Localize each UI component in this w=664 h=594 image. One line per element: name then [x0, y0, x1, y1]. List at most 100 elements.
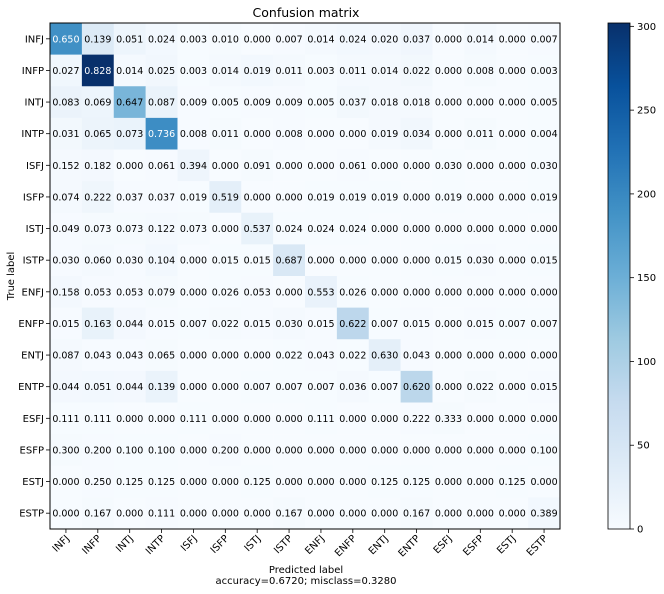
cell-value-label: 0.647 — [116, 98, 143, 109]
matrix-cell — [464, 181, 497, 214]
cell-value-label: 0.389 — [530, 509, 557, 520]
matrix-cell — [464, 497, 497, 530]
matrix-cell — [496, 434, 529, 467]
cell-value-label: 0.167 — [275, 509, 302, 520]
cell-value-label: 0.000 — [275, 192, 302, 203]
matrix-cell — [241, 307, 274, 340]
matrix-cell — [368, 181, 401, 214]
matrix-cell — [528, 434, 561, 467]
matrix-cell — [464, 54, 497, 87]
colorbar — [607, 22, 631, 530]
matrix-cell — [368, 465, 401, 498]
matrix-cell — [368, 402, 401, 435]
matrix-cell — [400, 276, 433, 308]
cell-value-label: 0.000 — [339, 256, 366, 267]
cell-value-label: 0.000 — [339, 414, 366, 425]
cell-value-label: 0.222 — [403, 414, 430, 425]
matrix-cell — [113, 54, 146, 87]
matrix-cell — [209, 434, 242, 467]
cell-value-label: 0.000 — [180, 256, 207, 267]
cell-value-label: 0.125 — [403, 477, 430, 488]
matrix-cell — [305, 307, 338, 340]
cell-value-label: 0.037 — [403, 34, 430, 45]
matrix-cell — [145, 402, 178, 435]
cell-value-label: 0.014 — [212, 66, 239, 77]
y-tick-label: ENTP — [18, 382, 44, 393]
matrix-cell — [113, 339, 146, 372]
matrix-cell — [241, 465, 274, 498]
matrix-cell — [368, 276, 401, 308]
cell-value-label: 0.000 — [499, 161, 526, 172]
y-tick-label: INTJ — [25, 98, 45, 109]
matrix-cell — [305, 497, 338, 530]
cell-value-label: 0.000 — [499, 129, 526, 140]
cell-value-label: 0.537 — [244, 224, 271, 235]
cell-value-label: 0.015 — [530, 256, 557, 267]
matrix-cell — [400, 339, 433, 372]
cell-value-label: 0.000 — [180, 351, 207, 362]
matrix-cell — [209, 307, 242, 340]
matrix-cell — [368, 434, 401, 467]
cell-value-label: 0.010 — [212, 34, 239, 45]
cell-value-label: 0.007 — [530, 319, 557, 330]
cell-value-label: 0.069 — [84, 98, 111, 109]
matrix-cell — [528, 23, 561, 55]
colorbar-tick-label: 250 — [637, 106, 656, 117]
cell-value-label: 0.125 — [244, 477, 271, 488]
cell-value-label: 0.011 — [467, 129, 494, 140]
cell-value-label: 0.007 — [180, 319, 207, 330]
matrix-cell — [273, 434, 306, 467]
matrix-cell — [528, 117, 561, 150]
matrix-cell — [400, 212, 433, 245]
matrix-cell — [432, 181, 465, 214]
matrix-cell — [241, 23, 274, 55]
matrix-cell — [400, 23, 433, 55]
cell-value-label: 0.000 — [530, 287, 557, 298]
matrix-cell — [368, 86, 401, 119]
matrix-cell — [177, 86, 210, 119]
matrix-cell — [528, 465, 561, 498]
cell-value-label: 0.014 — [371, 66, 398, 77]
matrix-cell — [336, 497, 370, 530]
matrix-cell — [241, 181, 274, 214]
cell-value-label: 0.000 — [180, 287, 207, 298]
matrix-cell — [496, 149, 529, 182]
matrix-cell — [432, 212, 465, 245]
cell-value-label: 0.083 — [52, 98, 79, 109]
colorbar-tick-label: 300 — [637, 22, 656, 33]
cell-value-label: 0.000 — [499, 351, 526, 362]
matrix-cell — [50, 402, 83, 435]
cell-value-label: 0.167 — [84, 509, 111, 520]
matrix-cell — [496, 339, 529, 372]
cell-value-label: 0.074 — [52, 192, 79, 203]
matrix-cell — [241, 370, 274, 403]
cell-value-label: 0.000 — [307, 477, 334, 488]
accuracy-footer: accuracy=0.6720; misclass=0.3280 — [216, 576, 397, 587]
colorbar-tick-label: 0 — [637, 525, 643, 536]
cell-value-label: 0.000 — [499, 382, 526, 393]
matrix-cell — [496, 497, 529, 530]
cell-value-label: 0.079 — [148, 287, 175, 298]
cell-value-label: 0.000 — [403, 224, 430, 235]
cell-value-label: 0.000 — [244, 129, 271, 140]
matrix-cell — [113, 149, 146, 182]
cell-value-label: 0.000 — [371, 287, 398, 298]
cell-value-label: 0.051 — [84, 382, 111, 393]
cell-value-label: 0.687 — [275, 256, 302, 267]
cell-value-label: 0.000 — [339, 445, 366, 456]
matrix-cell — [145, 276, 178, 308]
cell-value-label: 0.111 — [52, 414, 79, 425]
matrix-cell — [464, 244, 497, 277]
cell-value-label: 0.044 — [116, 382, 143, 393]
matrix-cell — [496, 370, 529, 403]
matrix-cell — [528, 307, 561, 340]
matrix-cell — [400, 117, 433, 150]
matrix-cell — [432, 244, 465, 277]
matrix-cell — [241, 212, 274, 245]
matrix-cell — [209, 244, 242, 277]
matrix-cell — [113, 370, 146, 403]
matrix-cell — [273, 54, 306, 87]
cell-value-label: 0.622 — [339, 319, 366, 330]
cell-value-label: 0.000 — [435, 66, 462, 77]
matrix-cell — [209, 149, 242, 182]
